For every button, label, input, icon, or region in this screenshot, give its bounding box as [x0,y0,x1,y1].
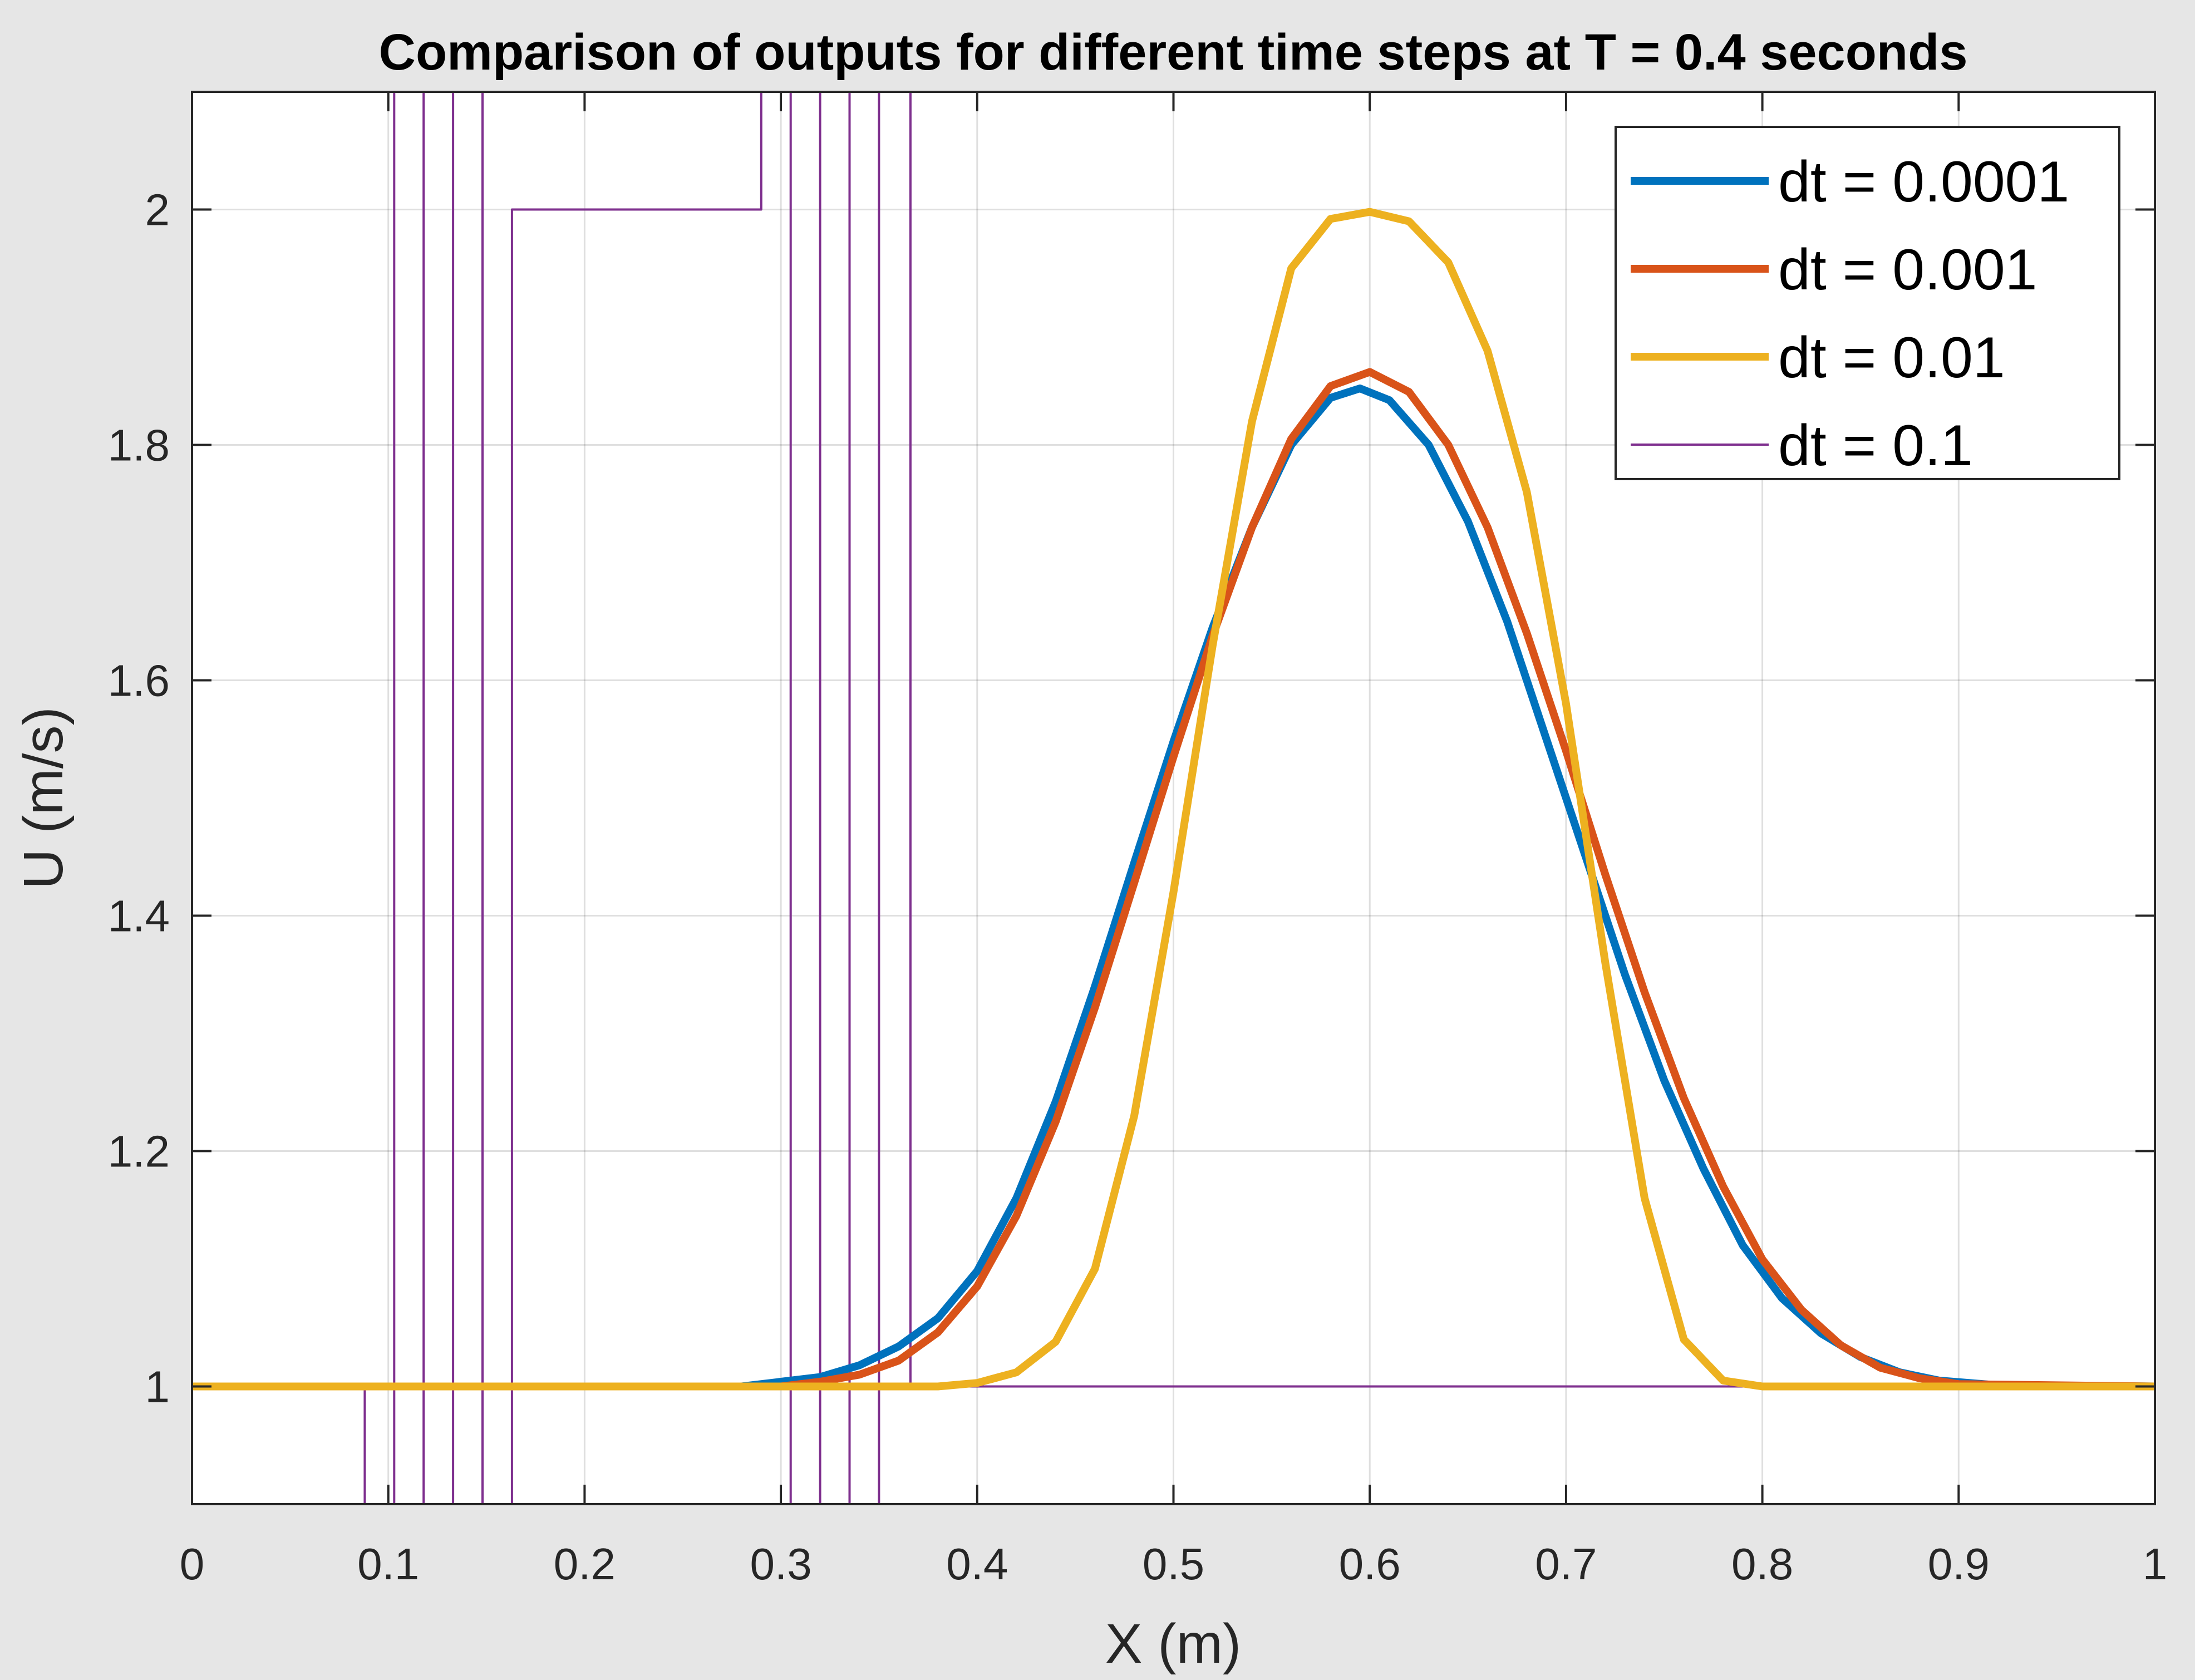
y-tick-label: 1 [145,1362,170,1412]
x-tick-label: 0.1 [357,1539,419,1589]
x-tick-label: 0.3 [750,1539,811,1589]
x-tick-label: 0.2 [554,1539,616,1589]
x-tick-label: 0.8 [1731,1539,1793,1589]
y-tick-label: 1.8 [108,421,170,470]
chart-title: Comparison of outputs for different time… [379,24,1968,81]
legend-label: dt = 0.0001 [1778,150,2069,214]
y-tick-label: 1.2 [108,1127,170,1176]
legend-label: dt = 0.001 [1778,238,2037,302]
legend-label: dt = 0.01 [1778,326,2005,390]
x-tick-label: 0 [180,1539,205,1589]
x-tick-label: 0.7 [1535,1539,1597,1589]
series-line-2 [192,208,2155,1391]
ticks: 0 0.1 0.2 0.3 0.4 0.5 0.6 0.7 0.8 0.9 1 1 1.2 1.4 1.6 1… [108,92,2167,1589]
x-tick-label: 0.6 [1339,1539,1401,1589]
x-tick-label: 0.5 [1143,1539,1204,1589]
x-tick-label: 1 [2143,1539,2168,1589]
x-tick-label: 0.9 [1928,1539,1990,1589]
series-line-0 [192,385,2155,1391]
series-line-1 [192,368,2155,1391]
x-axis-label: X (m) [1105,1613,1241,1675]
y-tick-label: 2 [145,185,170,235]
y-tick-label: 1.4 [108,891,170,941]
legend: dt = 0.0001 dt = 0.001 dt = 0.01 dt = 0.1 [1615,126,2120,480]
legend-box [1615,126,2120,480]
y-tick-label: 1.6 [108,656,170,706]
y-axis-label: U (m/s) [12,707,75,889]
x-tick-label: 0.4 [946,1539,1008,1589]
legend-label: dt = 0.1 [1778,413,1973,478]
